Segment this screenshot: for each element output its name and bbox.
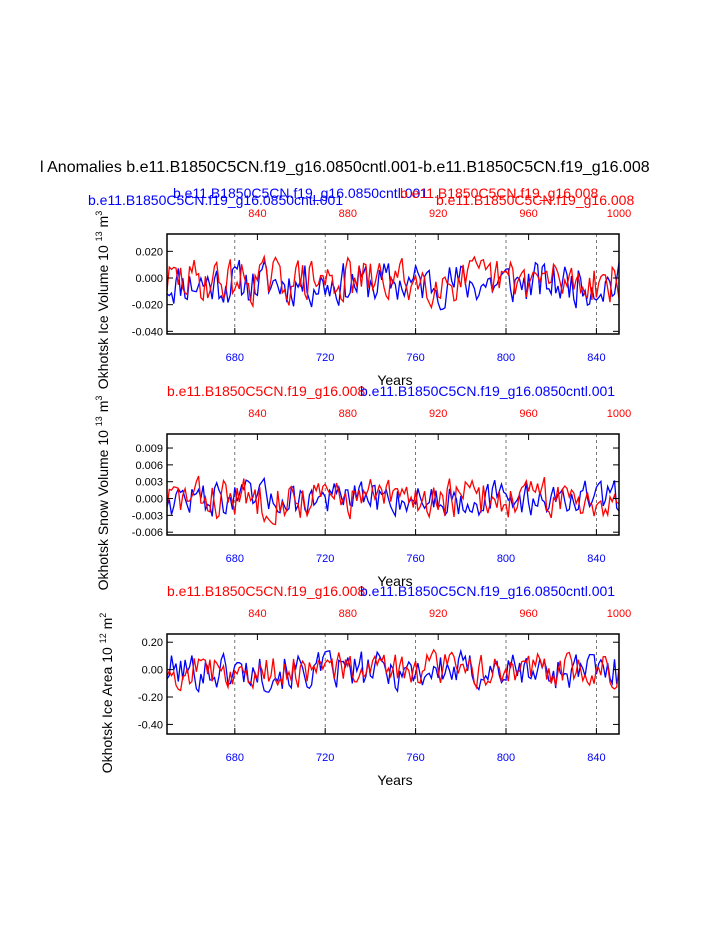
y-axis-label: Okhotsk Ice Volume 10 13 m3 (94, 211, 111, 389)
y-axis-label: Okhotsk Ice Area 10 12 m2 (98, 613, 115, 774)
x-tick-label-bottom: 760 (406, 352, 424, 364)
x-tick-label-top: 960 (519, 608, 537, 620)
x-tick-label-top: 920 (429, 608, 447, 620)
x-tick-label-top: 1000 (607, 208, 631, 220)
x-tick-label-bottom: 800 (497, 553, 515, 565)
y-tick-label: 0.00 (142, 665, 163, 677)
x-tick-label-bottom: 720 (316, 752, 334, 764)
x-tick-label-bottom: 800 (497, 752, 515, 764)
x-tick-label-bottom: 840 (587, 553, 605, 565)
x-tick-label-top: 840 (248, 208, 266, 220)
y-tick-label: 0.003 (135, 477, 163, 489)
x-tick-label-top: 920 (429, 408, 447, 420)
y-tick-label: -0.20 (138, 692, 163, 704)
y-tick-label: 0.000 (135, 273, 163, 285)
x-tick-label-top: 880 (339, 408, 357, 420)
x-tick-label-top: 1000 (607, 408, 631, 420)
x-tick-label-bottom: 840 (587, 352, 605, 364)
dataset-label-case2: b.e11.B1850C5CN.f19_g16.008 (167, 583, 365, 599)
y-tick-label: 0.006 (135, 460, 163, 472)
panel-area: -0.40 -0.20 0.00 0.20 680 720 760 800 840 840 880 9… (98, 583, 631, 788)
dataset-label-case2: b.e11.B1850C5CN.f19_g16.008 (167, 383, 365, 399)
x-tick-label-bottom: 720 (316, 553, 334, 565)
y-tick-label: -0.020 (132, 300, 163, 312)
plot-frame (166, 433, 620, 536)
y-tick-label: 0.020 (135, 246, 163, 258)
y-tick-label: 0.000 (135, 494, 163, 506)
series-line-case2 (166, 475, 620, 526)
y-tick-label: -0.040 (132, 326, 163, 338)
y-tick-label: 0.20 (142, 637, 163, 649)
panel-volume: -0.040 -0.020 0.000 0.020 680 720 760 800 840 840… (88, 185, 634, 389)
y-tick-label: -0.003 (132, 510, 163, 522)
y-tick-label: 0.009 (135, 443, 163, 455)
x-tick-label-top: 880 (339, 608, 357, 620)
y-axis-label: Okhotsk Snow Volume 10 13 m3 (94, 396, 111, 591)
dataset-label-case1: b.e11.B1850C5CN.f19_g16.0850cntl.001 (360, 383, 615, 399)
panel-snow: -0.006 -0.003 0.000 0.003 0.006 0.009 680 720 76… (94, 383, 631, 590)
dataset-label-case1: b.e11.B1850C5CN.f19_g16.0850cntl.001 (173, 185, 428, 201)
series-line-case2 (166, 254, 620, 310)
x-tick-label-bottom: 840 (587, 752, 605, 764)
x-tick-label-bottom: 760 (406, 553, 424, 565)
series-line-case2 (166, 648, 620, 692)
panels: -0.040 -0.020 0.000 0.020 680 720 760 800 840 840… (88, 185, 634, 788)
y-tick-label: -0.40 (138, 719, 163, 731)
x-tick-label-bottom: 720 (316, 352, 334, 364)
x-tick-label-top: 880 (339, 208, 357, 220)
x-axis-label: Years (377, 772, 412, 788)
dataset-label-case1: b.e11.B1850C5CN.f19_g16.0850cntl.001 (360, 583, 615, 599)
x-tick-label-bottom: 680 (226, 752, 244, 764)
x-tick-label-top: 1000 (607, 608, 631, 620)
x-tick-label-bottom: 680 (226, 352, 244, 364)
dataset-label-case2: b.e11.B1850C5CN.f19_g16.008 (400, 185, 598, 201)
x-tick-label-top: 920 (429, 208, 447, 220)
x-tick-label-top: 840 (248, 608, 266, 620)
x-tick-label-bottom: 800 (497, 352, 515, 364)
x-axis-label: Years (377, 573, 412, 589)
x-tick-label-bottom: 680 (226, 553, 244, 565)
x-tick-label-bottom: 760 (406, 752, 424, 764)
dataset-label-case2: b.e11.B1850C5CN.f19_g16.008 (436, 192, 634, 208)
x-tick-label-top: 840 (248, 408, 266, 420)
plot-frame (166, 233, 620, 335)
x-tick-label-top: 960 (519, 408, 537, 420)
dataset-label-case1: b.e11.B1850C5CN.f19_g16.0850cntl.001 (88, 192, 343, 208)
x-axis-label: Years (377, 372, 412, 388)
y-tick-label: -0.006 (132, 527, 163, 539)
x-tick-label-top: 960 (519, 208, 537, 220)
page-title: l Anomalies b.e11.B1850C5CN.f19_g16.0850… (40, 159, 650, 176)
plot-frame (166, 633, 620, 735)
